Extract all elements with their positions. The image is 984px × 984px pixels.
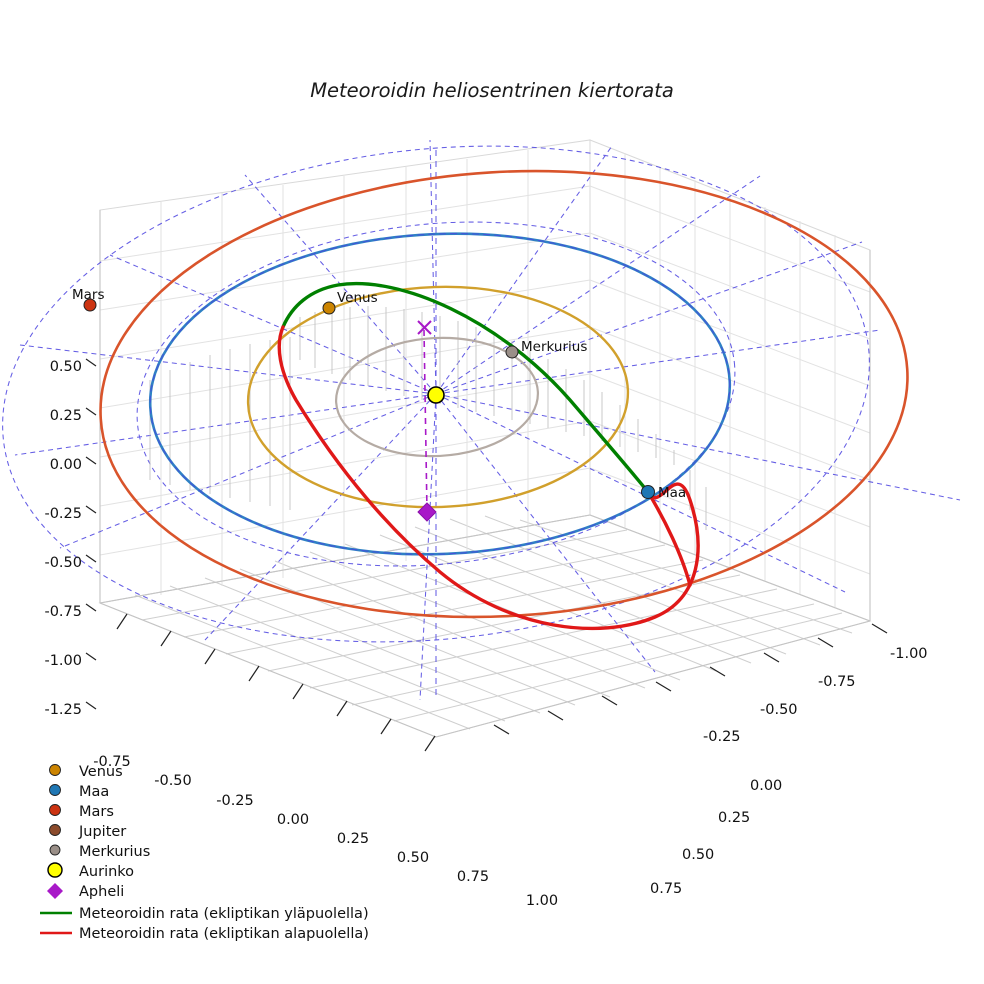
x-tick-4: 0.25 [337, 831, 369, 847]
z-tick-4: -0.50 [44, 555, 82, 571]
label-mars: Mars [72, 287, 105, 303]
y-tick-3: -0.25 [703, 729, 741, 745]
legend-marker-maa [49, 784, 61, 796]
marker-mars[interactable] [83, 298, 97, 312]
x-tick-5: 0.50 [397, 850, 429, 866]
legend-label-jupiter[interactable]: Jupiter [78, 824, 126, 840]
legend-marker-merkurius [49, 844, 61, 856]
legend-label-venus[interactable]: Venus [79, 764, 123, 780]
z-axis: 0.50 0.25 0.00 -0.25 -0.50 -0.75 -1.00 -… [44, 358, 97, 718]
legend-marker-mars [49, 804, 61, 816]
marker-venus[interactable] [322, 301, 336, 315]
legend-marker-apheli [47, 883, 63, 899]
y-tick-2: -0.50 [760, 702, 798, 718]
x-tick-0: -0.75 [93, 754, 131, 770]
legend-label-meteoroid-above[interactable]: Meteoroidin rata (ekliptikan yläpuolella… [79, 906, 369, 922]
x-tick-3: 0.00 [277, 812, 309, 828]
legend-label-apheli[interactable]: Apheli [79, 884, 124, 900]
legend-label-maa[interactable]: Maa [79, 784, 109, 800]
orbit-earth-ecliptic-overlay [149, 233, 731, 555]
z-tick-5: -0.75 [44, 604, 82, 620]
x-tick-2: -0.25 [216, 793, 254, 809]
legend: Venus Maa Mars Jupiter Merkurius Aurinko… [40, 764, 369, 942]
y-tick-1: -0.75 [818, 674, 856, 690]
z-tick-3: -0.25 [44, 506, 82, 522]
planet-markers [83, 298, 655, 522]
marker-aurinko-sun[interactable] [427, 386, 445, 404]
legend-label-merkurius[interactable]: Merkurius [79, 844, 150, 860]
floor-gridlines [134, 515, 853, 730]
page-title: Meteoroidin heliosentrinen kiertorata [310, 79, 674, 102]
y-axis: -1.00 -0.75 -0.50 -0.25 0.00 0.25 0.50 0… [493, 623, 928, 897]
y-tick-4: 0.00 [750, 778, 782, 794]
label-venus: Venus [337, 290, 378, 306]
z-tick-1: 0.25 [50, 408, 82, 424]
x-tick-7: 1.00 [526, 893, 558, 909]
marker-merkurius[interactable] [505, 345, 519, 359]
meteoroid-path-below-ecliptic [277, 325, 700, 631]
label-maa: Maa [658, 485, 686, 501]
marker-maa[interactable] [641, 485, 655, 499]
z-tick-6: -1.00 [44, 653, 82, 669]
legend-marker-jupiter [49, 824, 61, 836]
orbit-venus [246, 285, 630, 509]
y-tick-6: 0.50 [682, 847, 714, 863]
planet-label-group: Mars Venus Merkurius Maa [72, 287, 686, 501]
legend-marker-venus [49, 764, 61, 776]
orbit-mercury [334, 336, 540, 458]
x-axis: -0.75 -0.50 -0.25 0.00 0.25 0.50 0.75 1.… [93, 613, 558, 909]
legend-label-aurinko[interactable]: Aurinko [79, 864, 134, 880]
meteoroid-path-above-ecliptic [281, 282, 650, 494]
z-tick-2: 0.00 [50, 457, 82, 473]
legend-marker-aurinko [47, 862, 63, 878]
x-tick-6: 0.75 [457, 869, 489, 885]
y-tick-5: 0.25 [718, 810, 750, 826]
legend-label-mars[interactable]: Mars [79, 804, 114, 820]
meteoroid-path-below-ecliptic-tail [646, 490, 692, 587]
z-tick-0: 0.50 [50, 359, 82, 375]
aphelion-projection-x-icon [417, 320, 432, 335]
marker-apheli-aphelion[interactable] [417, 502, 437, 522]
left-wall-gridlines [99, 150, 591, 595]
label-merkurius: Merkurius [521, 339, 587, 355]
x-tick-1: -0.50 [154, 773, 192, 789]
y-tick-0: -1.00 [890, 646, 928, 662]
aphelion-connector-line [423, 329, 428, 513]
projection-drop-lines [149, 306, 707, 530]
right-wall-gridlines [589, 153, 871, 608]
y-tick-7: 0.75 [650, 881, 682, 897]
legend-label-meteoroid-below[interactable]: Meteoroidin rata (ekliptikan alapuolella… [79, 926, 369, 942]
z-tick-7: -1.25 [44, 702, 82, 718]
